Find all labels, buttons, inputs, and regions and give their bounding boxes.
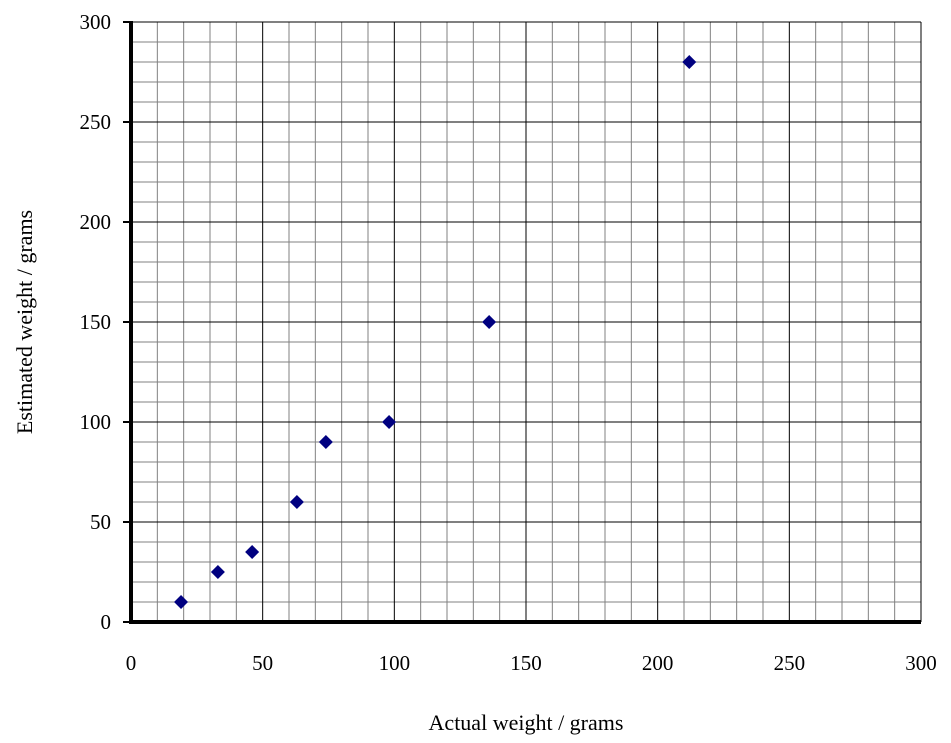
y-tick-label: 50 bbox=[90, 510, 111, 534]
axes bbox=[123, 21, 921, 624]
y-tick-label: 0 bbox=[101, 610, 112, 634]
x-tick-labels: 0 50 100 150 200 250 300 bbox=[126, 651, 937, 675]
data-point-marker bbox=[174, 595, 189, 609]
y-tick-label: 100 bbox=[80, 410, 112, 434]
data-point-marker bbox=[289, 495, 304, 509]
y-axis-title: Estimated weight / grams bbox=[12, 210, 37, 434]
data-point-marker bbox=[210, 565, 225, 579]
data-point-marker bbox=[382, 415, 397, 429]
x-axis-title: Actual weight / grams bbox=[429, 710, 624, 735]
x-tick-label: 300 bbox=[905, 651, 937, 675]
x-tick-label: 200 bbox=[642, 651, 674, 675]
y-tick-label: 200 bbox=[80, 210, 112, 234]
y-tick-labels: 0 50 100 150 200 250 300 bbox=[80, 10, 112, 634]
major-grid bbox=[131, 21, 922, 622]
data-point-marker bbox=[482, 315, 497, 329]
x-tick-label: 50 bbox=[252, 651, 273, 675]
x-tick-label: 150 bbox=[510, 651, 542, 675]
y-tick-label: 150 bbox=[80, 310, 112, 334]
y-tick-label: 300 bbox=[80, 10, 112, 34]
x-tick-label: 0 bbox=[126, 651, 137, 675]
y-tick-label: 250 bbox=[80, 110, 112, 134]
x-tick-label: 250 bbox=[774, 651, 806, 675]
data-point-marker bbox=[245, 545, 260, 559]
x-tick-label: 100 bbox=[379, 651, 411, 675]
data-point-marker bbox=[318, 435, 333, 449]
data-markers bbox=[174, 55, 697, 609]
data-point-marker bbox=[682, 55, 697, 69]
